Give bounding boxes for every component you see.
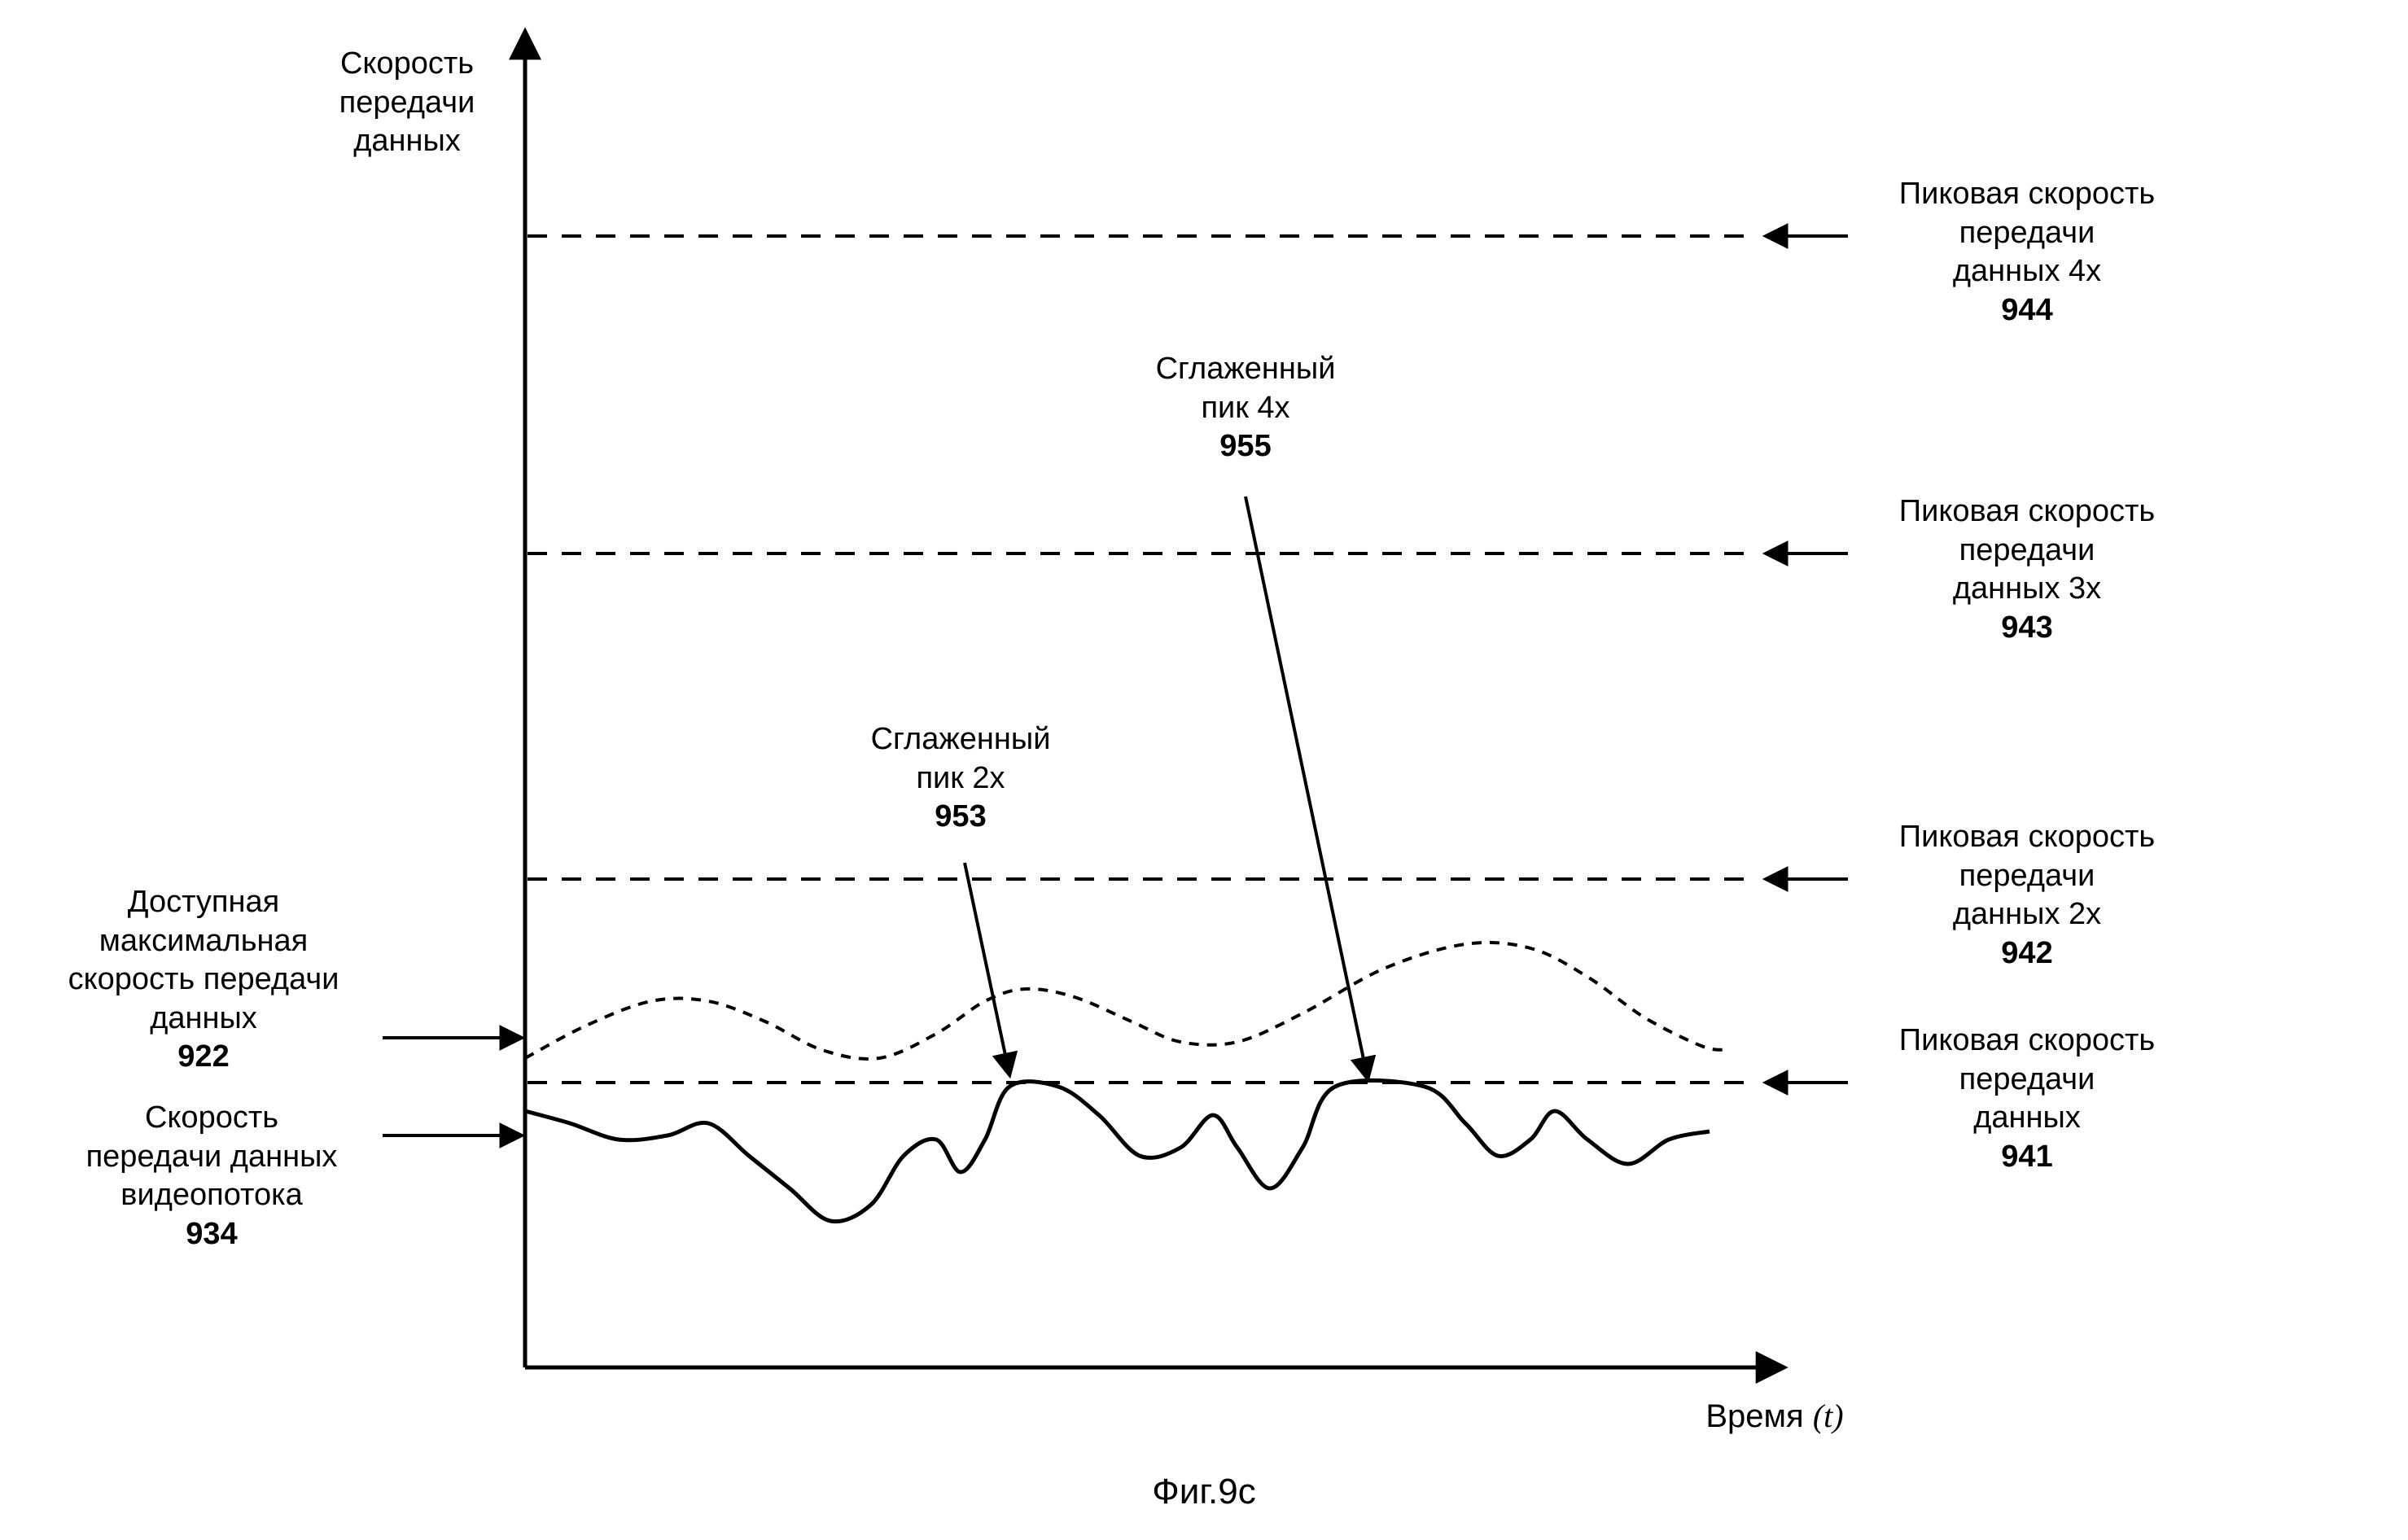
y-axis-label: Скорость передачи данных bbox=[309, 45, 505, 161]
label-peak-1x: Пиковая скорость передачи данных 941 bbox=[1856, 1022, 2198, 1176]
figure-caption: Фиг.9с bbox=[0, 1469, 2408, 1514]
label-smoothed-4x: Сглаженный пик 4x 955 bbox=[1123, 350, 1368, 466]
label-video-stream: Скорость передачи данных видеопотока 934 bbox=[49, 1099, 374, 1253]
diagram-container: Скорость передачи данных Время (t) Фиг.9… bbox=[0, 0, 2408, 1540]
label-peak-3x: Пиковая скорость передачи данных 3x 943 bbox=[1856, 492, 2198, 647]
x-axis-label: Время (t) bbox=[1669, 1396, 1880, 1437]
label-peak-2x: Пиковая скорость передачи данных 2x 942 bbox=[1856, 818, 2198, 973]
label-peak-4x: Пиковая скорость передачи данных 4x 944 bbox=[1856, 175, 2198, 330]
label-smoothed-2x: Сглаженный пик 2x 953 bbox=[838, 720, 1083, 837]
label-available-max: Доступная максимальная скорость передачи… bbox=[33, 883, 374, 1077]
